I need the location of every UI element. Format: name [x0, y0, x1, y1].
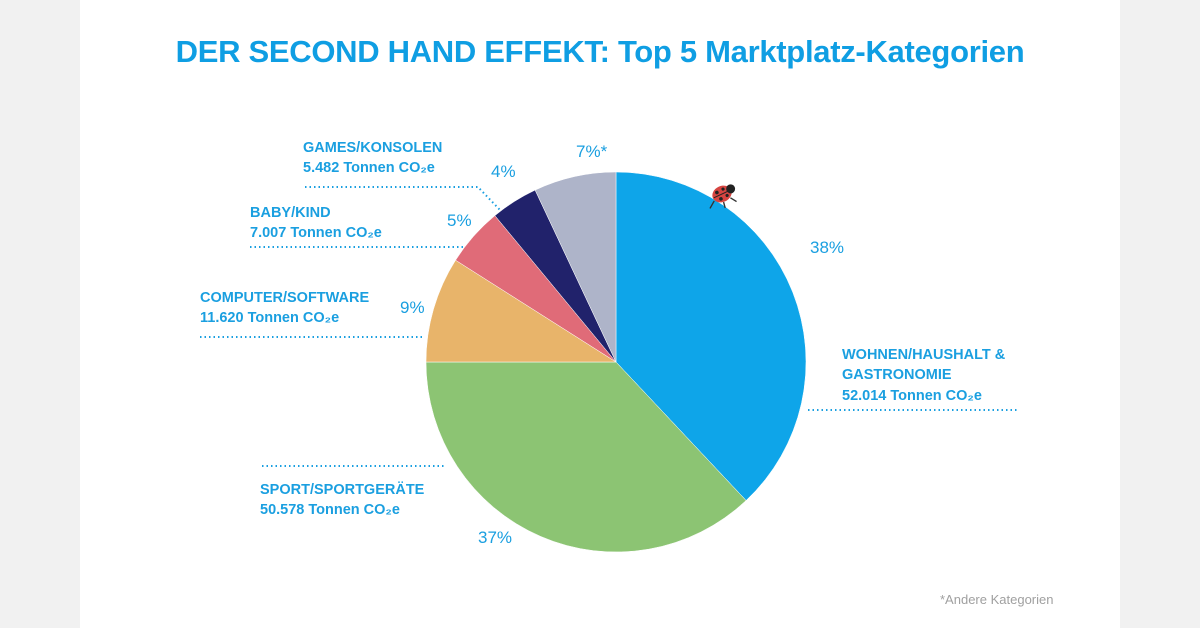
- pie-slice-andere: [534, 171, 617, 363]
- footnote: *Andere Kategorien: [940, 592, 1054, 607]
- pie-slice-computer-software: [425, 259, 617, 363]
- category-value-sport-sportgerate: 50.578 Tonnen CO₂e: [260, 502, 400, 518]
- category-value-games-konsolen: 5.482 Tonnen CO₂e: [303, 160, 435, 176]
- pct-label-baby-kind: 5%: [447, 211, 472, 230]
- category-value-baby-kind: 7.007 Tonnen CO₂e: [250, 225, 382, 241]
- category-label-wohnen-haushalt-gastronomie: WOHNEN/HAUSHALT & GASTRONOMIE: [842, 347, 1006, 383]
- category-label-computer-software: COMPUTER/SOFTWARE: [200, 290, 369, 306]
- category-label-games-konsolen: GAMES/KONSOLEN: [303, 140, 442, 156]
- pct-label-games-konsolen: 4%: [491, 162, 516, 181]
- leader-line-games-konsolen: [305, 186, 501, 211]
- category-value-wohnen-haushalt-gastronomie: 52.014 Tonnen CO₂e: [842, 388, 982, 404]
- category-label-baby-kind: BABY/KIND: [250, 205, 331, 221]
- chart-title: DER SECOND HAND EFFEKT: Top 5 Marktplatz…: [175, 34, 1025, 69]
- pct-label-andere: 7%*: [576, 142, 608, 161]
- ladybug-icon: [709, 184, 737, 209]
- pie-slice-wohnen-haushalt-gastronomie: [615, 171, 807, 501]
- pie-slice-sport-sportgerate: [425, 361, 747, 553]
- pct-label-wohnen-haushalt-gastronomie: 38%: [810, 238, 844, 257]
- category-label-sport-sportgerate: SPORT/SPORTGERÄTE: [260, 481, 425, 498]
- pct-label-computer-software: 9%: [400, 298, 425, 317]
- category-value-computer-software: 11.620 Tonnen CO₂e: [200, 310, 339, 326]
- pct-label-sport-sportgerate: 37%: [478, 528, 512, 547]
